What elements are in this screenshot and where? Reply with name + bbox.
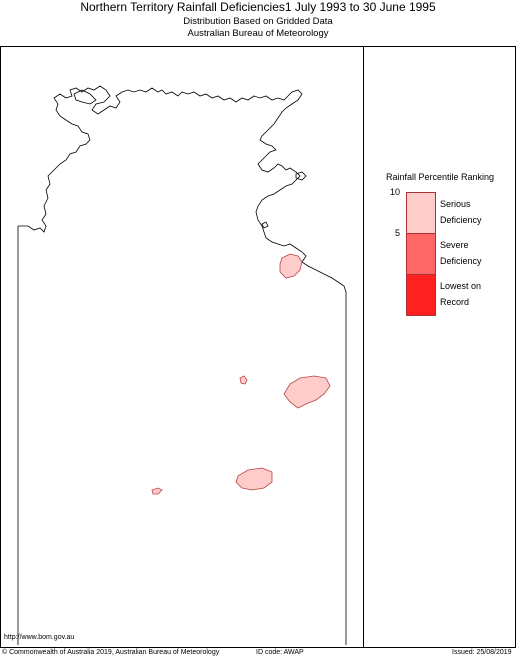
legend-tick-mid: 5 — [394, 228, 400, 238]
legend-label-severe-line1: Severe — [440, 240, 469, 250]
map-title: Northern Territory Rainfall Deficiencies… — [80, 0, 436, 14]
legend-label-severe-line2: Deficiency — [440, 256, 482, 266]
panel-divider — [363, 46, 364, 647]
legend-label-lowest: Lowest on Record — [440, 278, 481, 310]
deficiency-region-small-east — [239, 375, 248, 385]
legend-label-severe: Severe Deficiency — [440, 237, 482, 269]
territory-outline — [17, 85, 347, 645]
legend-label-serious: Serious Deficiency — [440, 196, 482, 228]
legend-label-serious-line1: Serious — [440, 199, 471, 209]
legend-box-serious — [406, 192, 436, 234]
footer-issued: Issued: 25/08/2019 — [452, 649, 512, 656]
legend-label-serious-line2: Deficiency — [440, 215, 482, 225]
legend-label-lowest-line1: Lowest on — [440, 281, 482, 291]
island-groote — [295, 171, 307, 181]
legend-tick-top: 10 — [389, 187, 400, 197]
deficiency-region-gulf — [279, 253, 303, 279]
deficiency-region-central — [235, 467, 273, 491]
legend-title: Rainfall Percentile Ranking — [385, 172, 495, 182]
map-subtitle-distribution: Distribution Based on Gridded Data — [183, 16, 333, 27]
map-subtitle-agency: Australian Bureau of Meteorology — [187, 28, 329, 39]
island-tiwi — [73, 89, 97, 105]
legend-label-lowest-line2: Record — [440, 297, 470, 307]
deficiency-region-small-west — [151, 487, 163, 495]
footer-copyright: © Commonwealth of Australia 2019, Austra… — [2, 649, 220, 656]
footer-id-code: ID code: AWAP — [256, 649, 304, 656]
deficiency-region-barkly — [283, 375, 331, 409]
footer-url[interactable]: http://www.bom.gov.au — [4, 634, 75, 641]
island-small — [261, 221, 269, 229]
legend-box-lowest — [406, 274, 436, 316]
legend-box-severe — [406, 233, 436, 275]
